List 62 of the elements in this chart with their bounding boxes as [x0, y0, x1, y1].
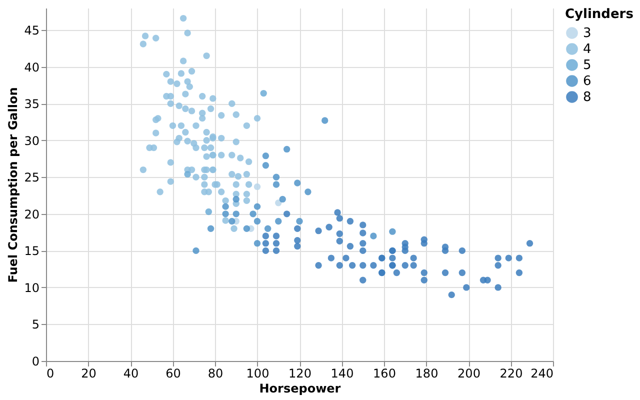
point	[205, 208, 212, 216]
point	[250, 210, 256, 218]
y-tick-label: 30	[24, 134, 40, 148]
point	[222, 210, 229, 218]
point	[192, 247, 200, 254]
y-tick-label: 0	[32, 354, 40, 368]
x-tick-label: 40	[123, 366, 139, 380]
point	[184, 170, 191, 178]
point	[272, 181, 280, 188]
point	[254, 218, 261, 225]
point	[370, 232, 377, 240]
point	[294, 180, 301, 186]
x-tick-label: 220	[500, 366, 523, 380]
y-tick-label: 40	[24, 60, 40, 74]
y-tick-label: 45	[24, 24, 40, 38]
point	[279, 196, 286, 203]
legend-label: 8	[583, 90, 592, 105]
legend-title: Cylinders	[565, 7, 634, 22]
point	[232, 210, 240, 218]
point	[272, 174, 280, 180]
point	[260, 90, 267, 97]
x-tick-label: 20	[81, 366, 96, 380]
point	[275, 218, 282, 225]
point	[232, 196, 240, 203]
legend-label: 5	[583, 58, 592, 73]
point	[321, 117, 328, 124]
x-tick-label: 60	[166, 366, 181, 380]
legend-label: 6	[583, 74, 592, 89]
x-tick-label: 140	[330, 366, 354, 380]
point	[222, 203, 229, 210]
point	[296, 218, 303, 225]
x-tick-label: 180	[415, 366, 438, 380]
y-tick-label: 10	[24, 280, 40, 295]
point	[254, 183, 261, 190]
x-tick-label: 200	[458, 366, 480, 380]
point	[389, 228, 396, 235]
point	[254, 203, 261, 210]
y-tick-label: 35	[24, 97, 40, 112]
x-tick-label: 120	[288, 366, 312, 380]
x-axis-title: Horsepower	[259, 382, 341, 396]
y-tick-label: 25	[24, 170, 40, 185]
point	[243, 225, 250, 232]
point	[304, 188, 312, 196]
legend-label: 3	[583, 26, 592, 41]
x-tick-label: 100	[246, 366, 270, 380]
x-tick-label: 80	[208, 366, 224, 380]
point	[275, 200, 282, 206]
point	[254, 240, 261, 247]
y-axis-title: Fuel Consumption per Gallon	[6, 87, 20, 283]
point	[283, 146, 290, 153]
x-tick-label: 240	[530, 366, 554, 380]
point	[264, 225, 272, 232]
legend-label: 4	[583, 42, 592, 57]
y-tick-label: 20	[24, 207, 40, 222]
x-tick-label: 160	[373, 366, 396, 380]
x-tick-label: 0	[46, 366, 54, 380]
point	[207, 225, 214, 232]
point	[228, 218, 236, 225]
y-tick-label: 15	[24, 244, 40, 258]
point	[262, 152, 270, 160]
point	[262, 162, 270, 169]
y-tick-label: 5	[32, 318, 40, 332]
